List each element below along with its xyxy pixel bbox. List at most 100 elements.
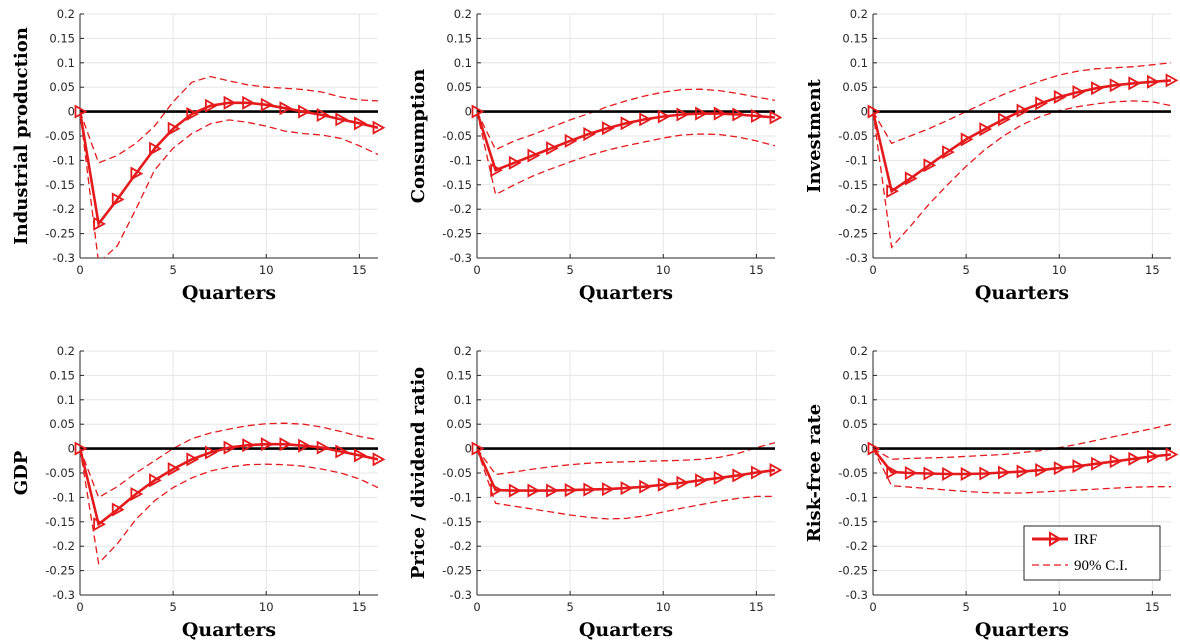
- irf-point-marker: [260, 437, 274, 452]
- x-tick-label: 0: [473, 600, 480, 614]
- plot-area: [873, 62, 1171, 249]
- irf-point-marker: [316, 440, 330, 455]
- ci-lower-line: [477, 111, 775, 196]
- chart-panel-1: -0.3 -0.25 -0.2 -0.15 -0.1 -0.05 0 0.05 0.1 0.15 0…: [11, 7, 386, 304]
- x-axis-title: Quarters: [182, 619, 276, 641]
- y-tick-label: -0.3: [846, 251, 868, 265]
- irf-point-marker: [1091, 81, 1104, 96]
- irf-point-marker: [620, 116, 634, 131]
- ci-lower-line: [873, 100, 1171, 249]
- irf-point-marker: [1053, 89, 1067, 104]
- irf-point-marker: [1146, 449, 1160, 464]
- x-tick-label: 10: [656, 263, 671, 277]
- y-tick-label: 0.05: [842, 80, 868, 94]
- y-tick-label: -0.25: [442, 564, 472, 578]
- irf-point-marker: [353, 448, 367, 463]
- ci-upper-line: [477, 88, 775, 151]
- x-tick-label: 5: [962, 263, 969, 277]
- irf-point-marker: [186, 452, 200, 467]
- irf-point-marker: [260, 97, 274, 112]
- y-axis-title: Investment: [804, 78, 825, 192]
- y-tick-label: 0: [68, 442, 75, 456]
- y-axis-title: Risk-free rate: [804, 404, 825, 542]
- irf-point-marker: [942, 466, 955, 481]
- y-axis-title: GDP: [11, 450, 32, 495]
- y-tick-label: 0.2: [850, 344, 868, 358]
- y-tick-label: -0.05: [838, 466, 868, 480]
- irf-point-marker: [335, 444, 349, 459]
- y-tick-label: -0.15: [442, 178, 472, 192]
- ci-lower-line: [873, 448, 1171, 494]
- ci-upper-line: [80, 422, 378, 499]
- y-tick-label: 0: [465, 105, 472, 119]
- irf-point-marker: [601, 121, 615, 136]
- irf-point-marker: [242, 95, 255, 110]
- y-tick-label: 0.2: [454, 7, 472, 21]
- x-tick-label: 0: [869, 263, 876, 277]
- irf-line: [80, 101, 378, 227]
- x-tick-label: 10: [259, 263, 274, 277]
- y-tick-label: -0.05: [442, 129, 472, 143]
- y-tick-label: -0.1: [53, 490, 75, 504]
- irf-point-marker: [471, 441, 485, 456]
- irf-point-marker: [1109, 454, 1123, 469]
- y-tick-label: 0.1: [850, 393, 868, 407]
- y-tick-label: -0.15: [442, 515, 472, 529]
- chart-panel-4: -0.3 -0.25 -0.2 -0.15 -0.1 -0.05 0 0.05 0.1 0.15 0…: [11, 344, 386, 641]
- irf-point-marker: [372, 120, 386, 135]
- legend-irf-label: IRF: [1074, 532, 1097, 548]
- irf-point-marker: [1165, 73, 1179, 88]
- y-tick-label: 0.1: [454, 393, 472, 407]
- plot-area: [873, 423, 1171, 494]
- irf-point-marker: [149, 473, 162, 488]
- ci-lower-line: [477, 448, 775, 520]
- irf-point-marker: [867, 441, 881, 456]
- irf-point-marker: [186, 107, 200, 122]
- irf-point-marker: [904, 171, 918, 186]
- y-tick-label: 0.05: [49, 80, 75, 94]
- y-tick-label: 0: [465, 442, 472, 456]
- irf-point-marker: [564, 133, 578, 148]
- y-axis-title: Price / dividend ratio: [408, 367, 429, 579]
- irf-point-marker: [639, 112, 652, 127]
- irf-point-marker: [923, 158, 937, 173]
- ci-upper-line: [873, 62, 1171, 145]
- y-tick-label: -0.05: [45, 129, 75, 143]
- y-tick-label: -0.25: [838, 564, 868, 578]
- irf-point-marker: [167, 121, 181, 136]
- irf-point-marker: [279, 101, 293, 116]
- legend-irf-marker: [1049, 531, 1062, 547]
- irf-line: [477, 448, 775, 492]
- irf-point-marker: [997, 112, 1011, 127]
- y-tick-label: -0.25: [442, 227, 472, 241]
- legend-box: [1023, 525, 1161, 581]
- irf-point-marker: [1128, 451, 1142, 466]
- y-tick-label: -0.3: [846, 588, 868, 602]
- irf-point-marker: [1035, 463, 1048, 478]
- irf-point-marker: [130, 166, 144, 181]
- y-tick-label: 0.15: [49, 368, 75, 382]
- plot-area: [80, 422, 378, 565]
- y-tick-label: -0.15: [45, 515, 75, 529]
- irf-point-marker: [1091, 456, 1104, 471]
- x-tick-label: 5: [566, 263, 573, 277]
- y-tick-label: 0.2: [454, 344, 472, 358]
- irf-point-marker: [639, 479, 652, 494]
- y-tick-label: 0.05: [49, 417, 75, 431]
- y-tick-label: 0.1: [454, 56, 472, 70]
- irf-point-marker: [1016, 103, 1030, 118]
- irf-point-marker: [732, 468, 746, 483]
- irf-point-marker: [490, 483, 503, 498]
- x-tick-label: 15: [749, 263, 764, 277]
- irf-point-marker: [676, 475, 690, 490]
- x-tick-label: 0: [76, 263, 83, 277]
- irf-point-marker: [886, 184, 899, 199]
- x-tick-label: 5: [566, 600, 573, 614]
- irf-point-marker: [204, 98, 218, 113]
- irf-point-marker: [508, 155, 522, 170]
- chart-panel-3: -0.3 -0.25 -0.2 -0.15 -0.1 -0.05 0 0.05 0.1 0.15 0…: [804, 7, 1179, 304]
- y-tick-label: -0.1: [450, 153, 472, 167]
- y-tick-label: -0.15: [838, 515, 868, 529]
- x-axis-title: Quarters: [975, 619, 1069, 641]
- irf-line: [873, 79, 1171, 194]
